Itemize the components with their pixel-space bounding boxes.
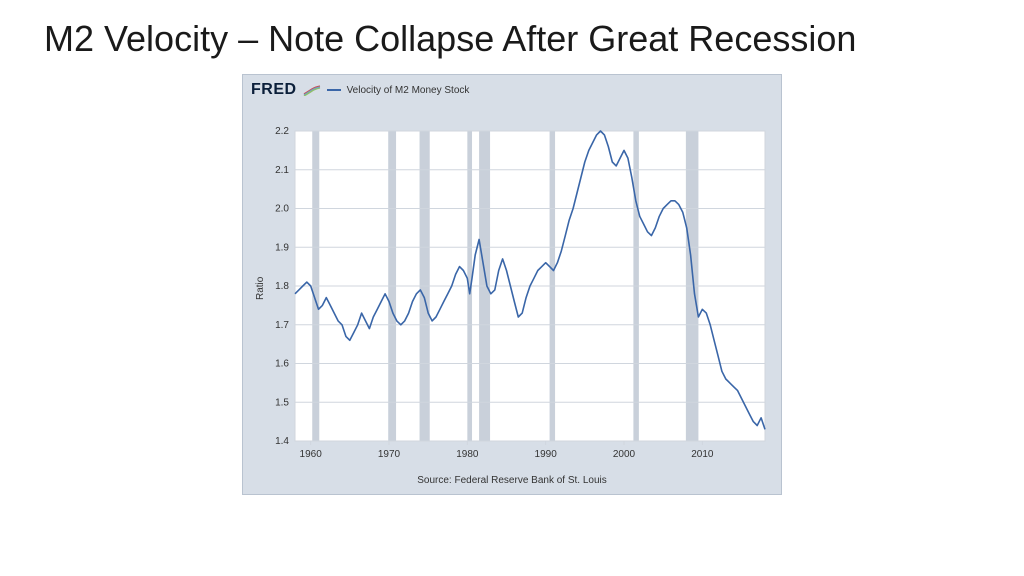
plot-area: 1.4 1.5 1.6 1.7 1.8 1.9 2.0 2.1 2.2 1960 1970 1980 1… — [243, 101, 783, 469]
chart-source: Source: Federal Reserve Bank of St. Loui… — [243, 469, 781, 494]
chart-svg: 1.4 1.5 1.6 1.7 1.8 1.9 2.0 2.1 2.2 1960 1970 1980 1… — [243, 101, 783, 469]
svg-text:1990: 1990 — [535, 449, 558, 460]
fred-swoosh-icon — [303, 84, 321, 96]
svg-text:2010: 2010 — [691, 449, 714, 460]
slide-title: M2 Velocity – Note Collapse After Great … — [44, 18, 980, 60]
svg-text:1.5: 1.5 — [275, 398, 289, 409]
svg-text:2000: 2000 — [613, 449, 636, 460]
y-axis-title: Ratio — [255, 277, 266, 300]
svg-text:2.1: 2.1 — [275, 165, 289, 176]
svg-text:2.2: 2.2 — [275, 126, 289, 137]
slide: M2 Velocity – Note Collapse After Great … — [0, 0, 1024, 576]
chart-card: FRED Velocity of M2 Money Stock 1.41.51.… — [242, 74, 782, 495]
svg-text:1970: 1970 — [378, 449, 401, 460]
fred-logo: FRED — [251, 81, 297, 99]
svg-text:1.9: 1.9 — [275, 243, 289, 254]
svg-text:1.7: 1.7 — [275, 320, 289, 331]
svg-text:1.4: 1.4 — [275, 436, 289, 447]
svg-text:1.8: 1.8 — [275, 281, 289, 292]
chart-header: FRED Velocity of M2 Money Stock — [243, 75, 781, 101]
svg-text:1.6: 1.6 — [275, 359, 289, 370]
legend-label: Velocity of M2 Money Stock — [347, 85, 470, 96]
chart-container: FRED Velocity of M2 Money Stock 1.41.51.… — [44, 74, 980, 495]
legend-line-icon — [327, 89, 341, 91]
svg-text:1980: 1980 — [456, 449, 479, 460]
svg-text:1960: 1960 — [300, 449, 323, 460]
svg-text:2.0: 2.0 — [275, 204, 289, 215]
